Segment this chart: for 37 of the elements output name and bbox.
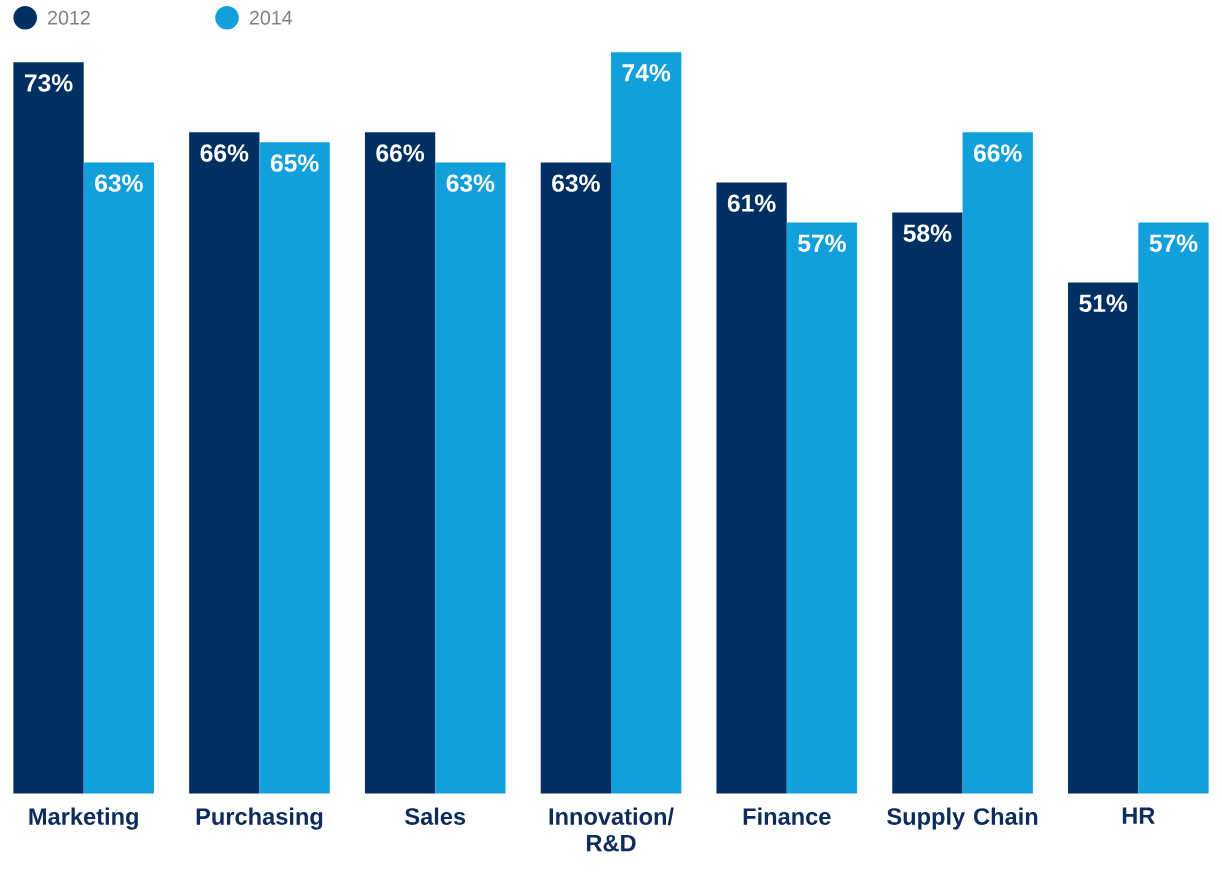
bar	[435, 162, 506, 794]
bar	[259, 142, 330, 794]
data-label: 73%	[24, 74, 73, 92]
bar	[189, 132, 260, 794]
x-tick-label: HR	[1122, 807, 1155, 824]
data-label: 58%	[903, 224, 952, 242]
legend-label: 2012	[48, 10, 90, 25]
bar	[364, 132, 436, 794]
bar	[1068, 282, 1139, 794]
bar	[892, 212, 963, 794]
x-tick-label: Marketing	[29, 807, 138, 830]
data-label: 61%	[727, 194, 776, 212]
bar	[611, 52, 682, 794]
x-tick-label: Innovation/ R&D	[549, 807, 674, 852]
data-label: 57%	[1149, 234, 1198, 252]
legend-label: 2014	[249, 10, 293, 25]
data-label: 51%	[1079, 294, 1128, 312]
data-label: 66%	[376, 144, 425, 162]
bar	[540, 162, 612, 794]
data-label: 65%	[270, 154, 319, 172]
bar	[716, 182, 787, 794]
data-label: 66%	[973, 144, 1022, 162]
x-tick-label: Sales	[405, 807, 466, 825]
bar	[962, 132, 1033, 794]
data-label: 66%	[200, 144, 249, 162]
bar	[1138, 222, 1209, 794]
x-tick-label: Purchasing	[196, 807, 323, 830]
data-label: 74%	[622, 64, 671, 82]
x-tick-label: Supply Chain	[887, 807, 1038, 830]
data-label: 63%	[95, 174, 143, 192]
data-label: 57%	[798, 234, 846, 252]
bar	[786, 222, 858, 794]
x-tick-label: Finance	[743, 807, 831, 825]
data-label: 63%	[446, 174, 495, 192]
bar	[83, 162, 154, 794]
data-label: 63%	[552, 174, 600, 192]
bar	[13, 62, 84, 794]
